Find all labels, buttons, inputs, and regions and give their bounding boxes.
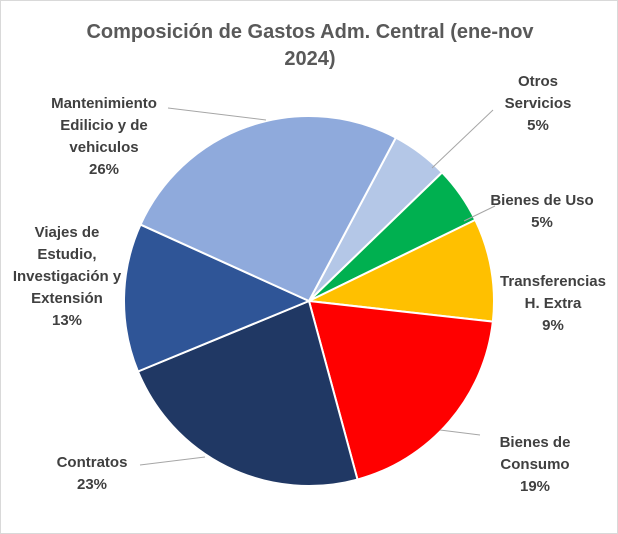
pie-slice-7 <box>139 114 398 303</box>
slice-value-label: 9% <box>542 317 564 334</box>
leader-line-4 <box>439 429 481 436</box>
slice-category-label: Bienes de Consumo <box>500 434 571 473</box>
slice-label-2: Bienes de Uso 5% <box>490 192 593 231</box>
leader-line-2 <box>463 205 496 222</box>
slice-value-label: 13% <box>52 312 82 329</box>
pie-slice-4 <box>307 299 494 481</box>
pie-slice-3 <box>305 218 496 323</box>
slice-label-6: Viajes de Estudio, Investigación y Extensió… <box>13 224 122 329</box>
slice-label-5: Contratos 23% <box>57 454 128 493</box>
slice-value-label: 5% <box>531 214 553 231</box>
slice-category-label: Contratos <box>57 454 128 471</box>
slice-label-4: Bienes de Consumo 19% <box>500 434 571 495</box>
slice-label-7: Mantenimiento Edilicio y de vehiculos 26% <box>51 95 157 178</box>
slice-label-1: Otros Servicios 5% <box>505 73 572 134</box>
pie-slice-5 <box>136 299 359 487</box>
chart-title: Composición de Gastos Adm. Central (ene-… <box>86 21 534 70</box>
leader-line-1 <box>431 109 494 169</box>
pie-slice-6 <box>123 223 312 373</box>
slice-value-label: 19% <box>520 478 550 495</box>
slice-value-label: 26% <box>89 161 119 178</box>
slice-label-3: Transferencias H. Extra 9% <box>500 273 606 334</box>
slice-category-label: Transferencias H. Extra <box>500 273 606 312</box>
leader-line-7 <box>167 107 267 121</box>
slice-value-label: 5% <box>527 117 549 134</box>
leader-line-5 <box>139 456 206 466</box>
slice-value-label: 23% <box>77 476 107 493</box>
slice-category-label: Mantenimiento Edilicio y de vehiculos <box>51 95 157 156</box>
slice-category-label: Otros Servicios <box>505 73 572 112</box>
slice-category-label: Viajes de Estudio, Investigación y Extensió… <box>13 224 122 307</box>
slice-category-label: Bienes de Uso <box>490 192 593 209</box>
